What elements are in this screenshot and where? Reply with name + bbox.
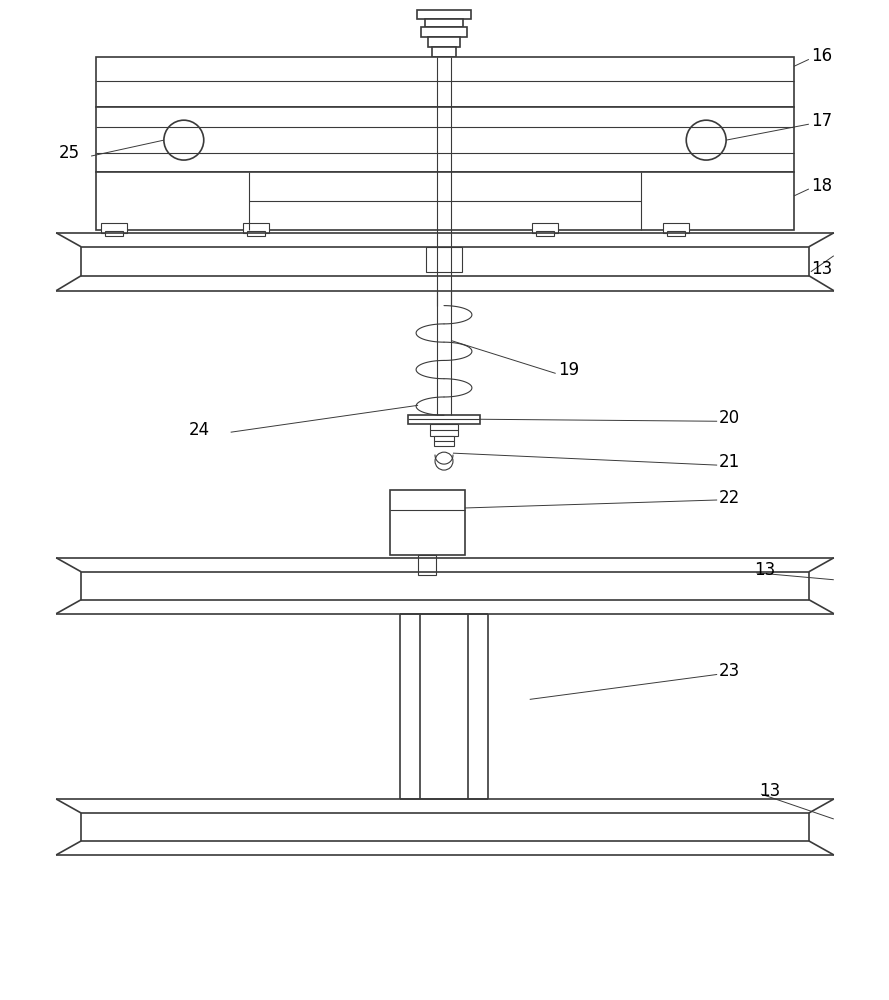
Circle shape [435, 452, 453, 470]
Circle shape [686, 120, 726, 160]
Bar [105, 231, 123, 236]
Text: 13: 13 [754, 561, 775, 579]
Bar [663, 223, 689, 233]
Bar [417, 10, 471, 19]
Text: 13: 13 [759, 782, 781, 800]
Bar [425, 19, 463, 27]
Text: 17: 17 [811, 112, 832, 130]
Text: 19: 19 [557, 361, 579, 379]
Bar [428, 37, 460, 47]
Text: 22: 22 [719, 489, 741, 507]
Bar [96, 107, 794, 172]
Bar [536, 231, 554, 236]
Text: 24: 24 [188, 421, 210, 439]
Text: 20: 20 [719, 409, 741, 427]
Bar [390, 490, 465, 555]
Bar [426, 247, 462, 272]
Bar [246, 231, 265, 236]
Bar [668, 231, 685, 236]
Text: 13: 13 [811, 260, 832, 278]
Bar [96, 57, 794, 107]
Bar [408, 415, 480, 424]
Bar [243, 223, 268, 233]
Text: 21: 21 [719, 453, 741, 471]
Bar [421, 27, 467, 37]
Text: 16: 16 [811, 47, 832, 65]
Bar [96, 172, 794, 230]
Bar [432, 47, 456, 57]
Text: 25: 25 [60, 144, 80, 162]
Bar [434, 436, 454, 446]
Bar [532, 223, 557, 233]
Bar [101, 223, 127, 233]
Bar [418, 555, 436, 575]
Text: 23: 23 [719, 662, 741, 680]
Bar [430, 424, 458, 436]
Circle shape [164, 120, 204, 160]
Text: 18: 18 [811, 177, 832, 195]
